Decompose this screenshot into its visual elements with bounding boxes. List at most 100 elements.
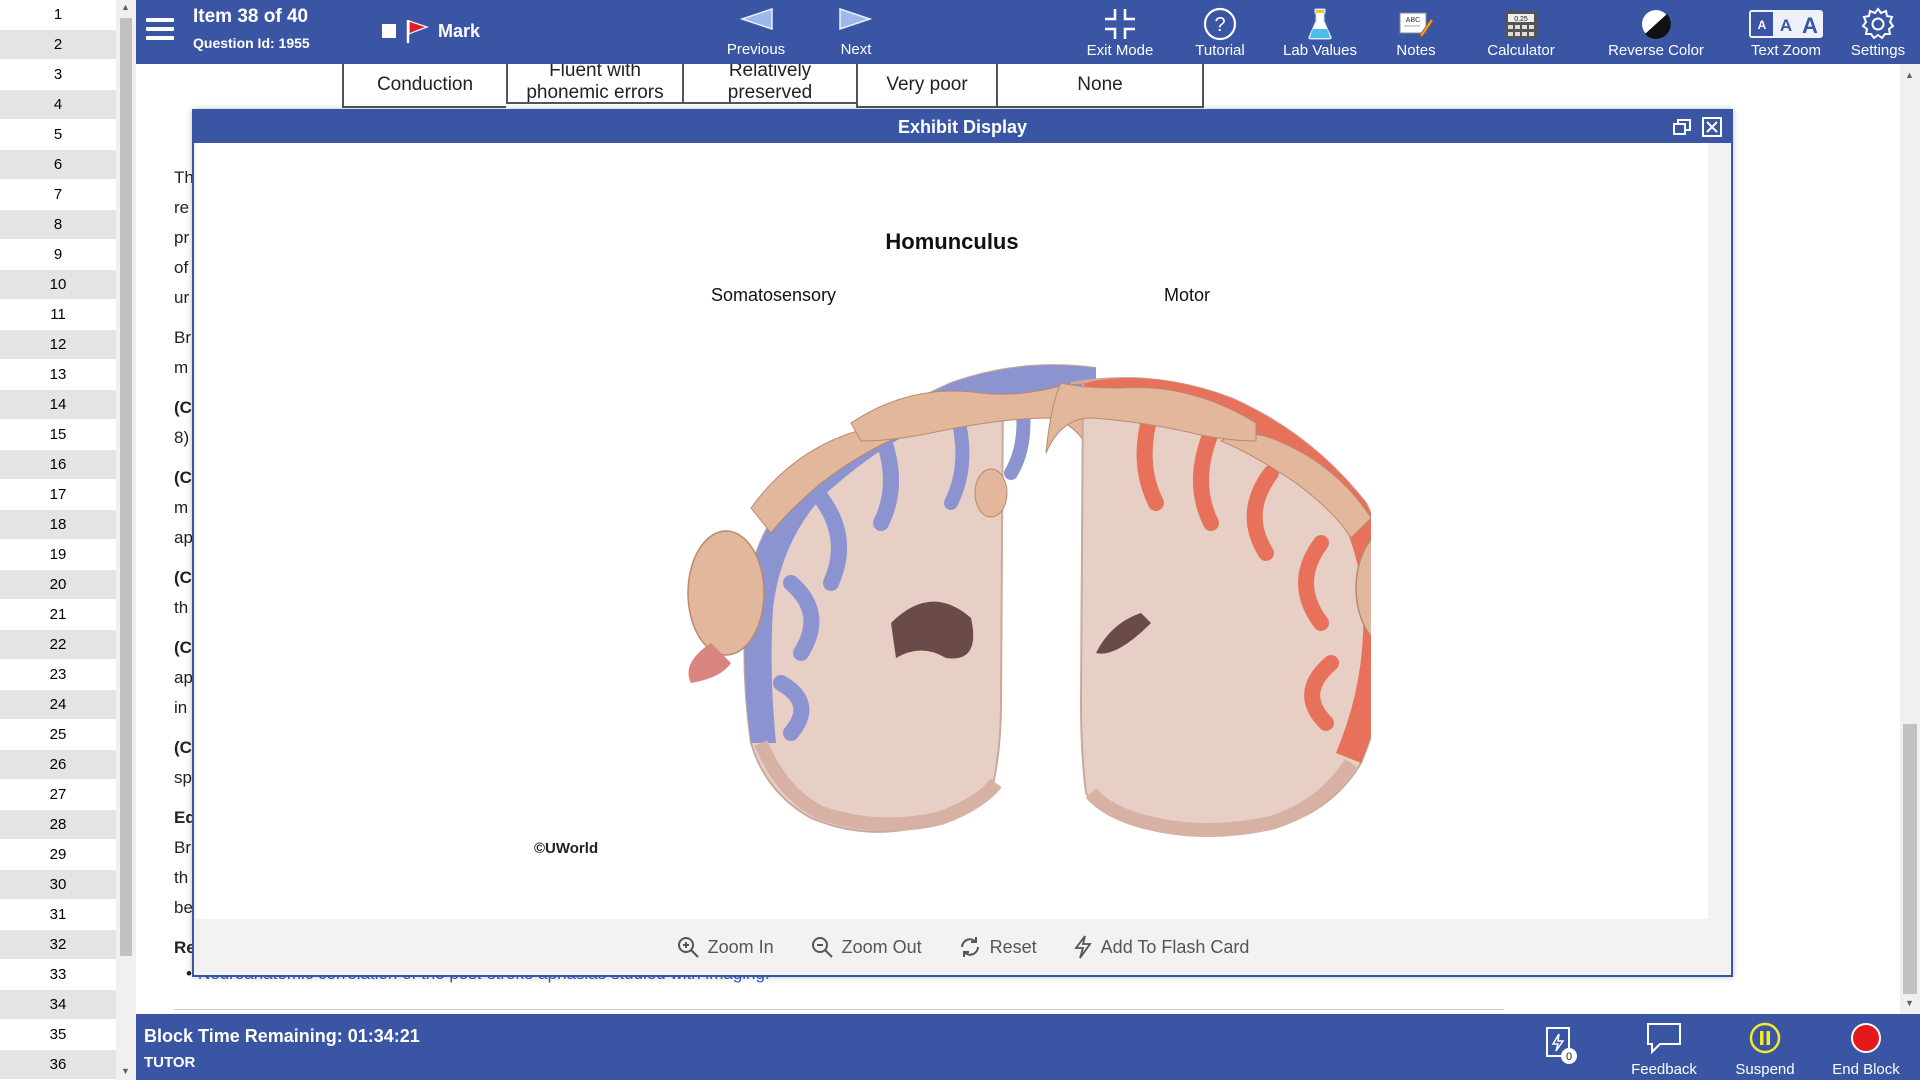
question-number-item[interactable]: 18 — [0, 510, 116, 540]
question-number-item[interactable]: 3 — [0, 60, 116, 90]
scroll-up-icon[interactable]: ▲ — [1905, 70, 1914, 80]
question-list-scrollbar[interactable]: ▲ ▼ — [116, 0, 136, 1080]
bottom-bar: Block Time Remaining: 01:34:21 TUTOR 0 F… — [136, 1014, 1920, 1080]
exit-mode-button[interactable]: Exit Mode — [1070, 6, 1170, 59]
scroll-down-icon[interactable]: ▼ — [1905, 998, 1914, 1008]
explanation-text-fragment: of — [174, 258, 189, 277]
next-button[interactable]: Next — [816, 6, 896, 58]
question-number-item[interactable]: 13 — [0, 360, 116, 390]
zoom-in-button[interactable]: Zoom In — [676, 935, 774, 959]
question-number-item[interactable]: 28 — [0, 810, 116, 840]
exit-mode-label: Exit Mode — [1086, 42, 1154, 59]
tutorial-button[interactable]: ? Tutorial — [1178, 6, 1262, 59]
question-number-item[interactable]: 15 — [0, 420, 116, 450]
scroll-up-icon[interactable]: ▲ — [121, 2, 130, 12]
svg-text:A: A — [1802, 13, 1818, 38]
question-number-item[interactable]: 2 — [0, 30, 116, 60]
question-number-item[interactable]: 23 — [0, 660, 116, 690]
question-number-item[interactable]: 8 — [0, 210, 116, 240]
suspend-button[interactable]: Suspend — [1720, 1022, 1810, 1078]
question-number-item[interactable]: 35 — [0, 1020, 116, 1050]
reference-bullet: • — [186, 964, 192, 983]
question-number-item[interactable]: 10 — [0, 270, 116, 300]
explanation-text-fragment: th — [174, 598, 189, 617]
item-title: Item 38 of 40 — [193, 6, 309, 27]
question-number-item[interactable]: 30 — [0, 870, 116, 900]
explanation-text-fragment: ap — [174, 668, 193, 687]
calculator-button[interactable]: 0.25 Calculator — [1466, 6, 1576, 59]
question-number-item[interactable]: 32 — [0, 930, 116, 960]
question-number-item[interactable]: 14 — [0, 390, 116, 420]
question-number-item[interactable]: 27 — [0, 780, 116, 810]
help-icon: ? — [1203, 7, 1237, 41]
question-number-item[interactable]: 17 — [0, 480, 116, 510]
notes-button[interactable]: ABC Notes — [1376, 6, 1456, 59]
answer-table-cell: Fluent with phonemic errors — [506, 64, 682, 104]
answer-table-cell: Conduction — [342, 64, 506, 108]
explanation-text-fragment: Ed — [174, 808, 196, 827]
restore-window-icon[interactable] — [1671, 116, 1693, 138]
feedback-button[interactable]: Feedback — [1616, 1022, 1712, 1078]
settings-button[interactable]: Settings — [1840, 6, 1916, 59]
explanation-text-fragment: (C — [174, 638, 192, 657]
question-number-item[interactable]: 4 — [0, 90, 116, 120]
explanation-text-fragment: (C — [174, 738, 192, 757]
end-block-button[interactable]: End Block — [1816, 1022, 1916, 1078]
close-icon[interactable] — [1701, 116, 1723, 138]
speech-bubble-icon — [1647, 1023, 1681, 1055]
hamburger-menu-icon[interactable] — [146, 18, 174, 42]
zoom-out-button[interactable]: Zoom Out — [810, 935, 922, 959]
question-number-item[interactable]: 6 — [0, 150, 116, 180]
mark-checkbox[interactable] — [382, 24, 396, 38]
flask-icon — [1308, 8, 1332, 40]
homunculus-illustration — [687, 364, 1371, 837]
question-number-item[interactable]: 29 — [0, 840, 116, 870]
feedback-label: Feedback — [1631, 1061, 1697, 1078]
question-number-item[interactable]: 31 — [0, 900, 116, 930]
exhibit-header[interactable]: Exhibit Display — [194, 111, 1731, 143]
exhibit-title: Exhibit Display — [897, 117, 1028, 137]
question-id: Question Id: 1955 — [193, 35, 310, 51]
question-number-item[interactable]: 25 — [0, 720, 116, 750]
mark-button[interactable]: Mark — [382, 18, 480, 44]
question-number-item[interactable]: 24 — [0, 690, 116, 720]
reset-button[interactable]: Reset — [958, 935, 1037, 959]
question-number-item[interactable]: 11 — [0, 300, 116, 330]
question-number-item[interactable]: 21 — [0, 600, 116, 630]
question-number-item[interactable]: 5 — [0, 120, 116, 150]
question-number-item[interactable]: 16 — [0, 450, 116, 480]
question-number-item[interactable]: 19 — [0, 540, 116, 570]
question-number-item[interactable]: 12 — [0, 330, 116, 360]
scroll-down-icon[interactable]: ▼ — [121, 1066, 130, 1076]
reverse-color-button[interactable]: Reverse Color — [1586, 6, 1726, 59]
question-number-item[interactable]: 26 — [0, 750, 116, 780]
previous-button[interactable]: Previous — [706, 6, 806, 58]
explanation-text-fragment: (C — [174, 468, 192, 487]
text-zoom-button[interactable]: A A A Text Zoom — [1736, 6, 1836, 59]
end-block-label: End Block — [1832, 1061, 1900, 1078]
question-list-scroll-thumb[interactable] — [120, 18, 132, 956]
question-number-item[interactable]: 9 — [0, 240, 116, 270]
answer-table-cell: Very poor — [856, 64, 996, 108]
lightning-icon — [1073, 935, 1092, 959]
main-scroll-thumb[interactable] — [1903, 724, 1917, 994]
question-number-item[interactable]: 7 — [0, 180, 116, 210]
explanation-text-fragment: Br — [174, 838, 191, 857]
lab-values-button[interactable]: Lab Values — [1270, 6, 1370, 59]
flash-card-icon: 0 — [1546, 1027, 1577, 1064]
question-number-item[interactable]: 22 — [0, 630, 116, 660]
main-scrollbar[interactable]: ▲ ▼ — [1900, 64, 1920, 1014]
somatosensory-hemisphere — [687, 364, 1097, 833]
question-number-item[interactable]: 36 — [0, 1050, 116, 1080]
top-toolbar: Item 38 of 40 Question Id: 1955 Mark Pre… — [136, 0, 1920, 64]
flash-cards-button[interactable]: 0 — [1536, 1026, 1586, 1071]
question-number-item[interactable]: 20 — [0, 570, 116, 600]
zoom-out-icon — [811, 937, 833, 958]
gear-icon — [1861, 7, 1895, 40]
question-number-item[interactable]: 1 — [0, 0, 116, 30]
question-number-item[interactable]: 34 — [0, 990, 116, 1020]
question-number-item[interactable]: 33 — [0, 960, 116, 990]
explanation-text-fragment: Br — [174, 328, 191, 347]
question-list: 1 2 3 4 5 6 7 8 9 10 11 12 13 14 15 16 17 18 19 20 21 22 23 24 2… — [0, 0, 116, 1080]
add-to-flash-card-button[interactable]: Add To Flash Card — [1073, 935, 1249, 959]
